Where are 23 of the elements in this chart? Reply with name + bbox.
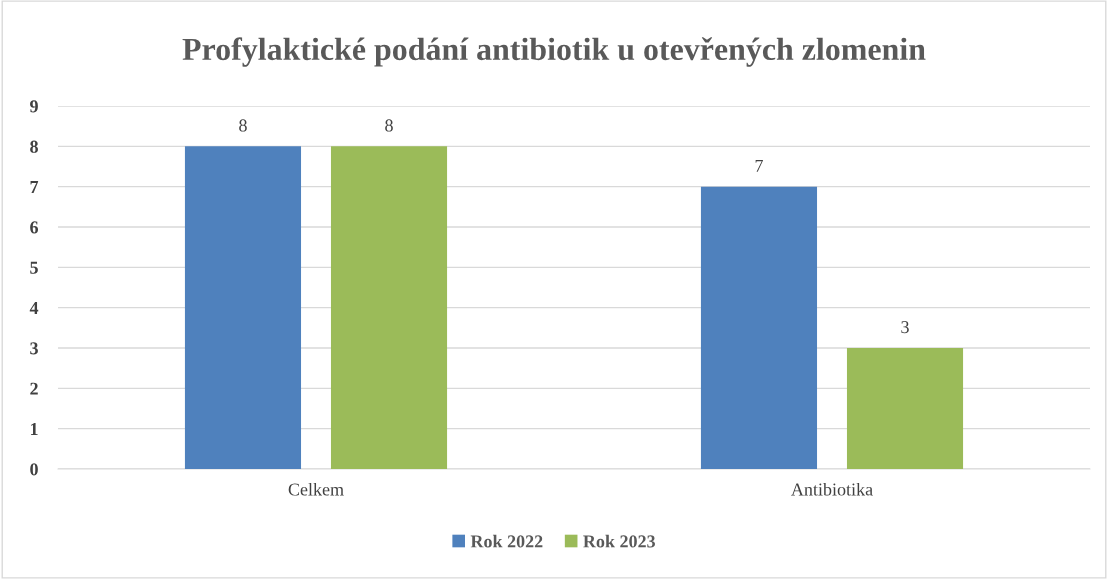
data-label: 3 [901,321,909,334]
y-tick-label: 7 [30,181,39,193]
y-tick-label: 8 [30,140,38,153]
y-tick-label: 1 [30,423,38,435]
data-label: 7 [755,159,763,172]
y-tick-label: 3 [30,342,38,355]
y-tick-label: 9 [30,100,38,113]
y-tick-label: 0 [30,463,38,476]
y-tick-label: 2 [30,382,38,395]
y-tick-label: 5 [30,261,38,274]
bar [846,348,964,469]
bar [184,146,302,469]
legend-label: Rok 2023 [583,534,655,548]
x-tick-label: Celkem [288,482,344,496]
legend-label: Rok 2022 [470,534,543,548]
y-tick-label: 6 [30,221,39,234]
chart-title: Profylaktické podání antibiotik u otevřených zlomenin [182,37,926,67]
data-label: 8 [239,119,247,132]
x-tick-label: Antibiotika [791,482,873,496]
bar [700,186,818,469]
data-label: 8 [385,119,393,132]
y-tick-label: 4 [29,302,39,314]
bar [330,146,448,469]
